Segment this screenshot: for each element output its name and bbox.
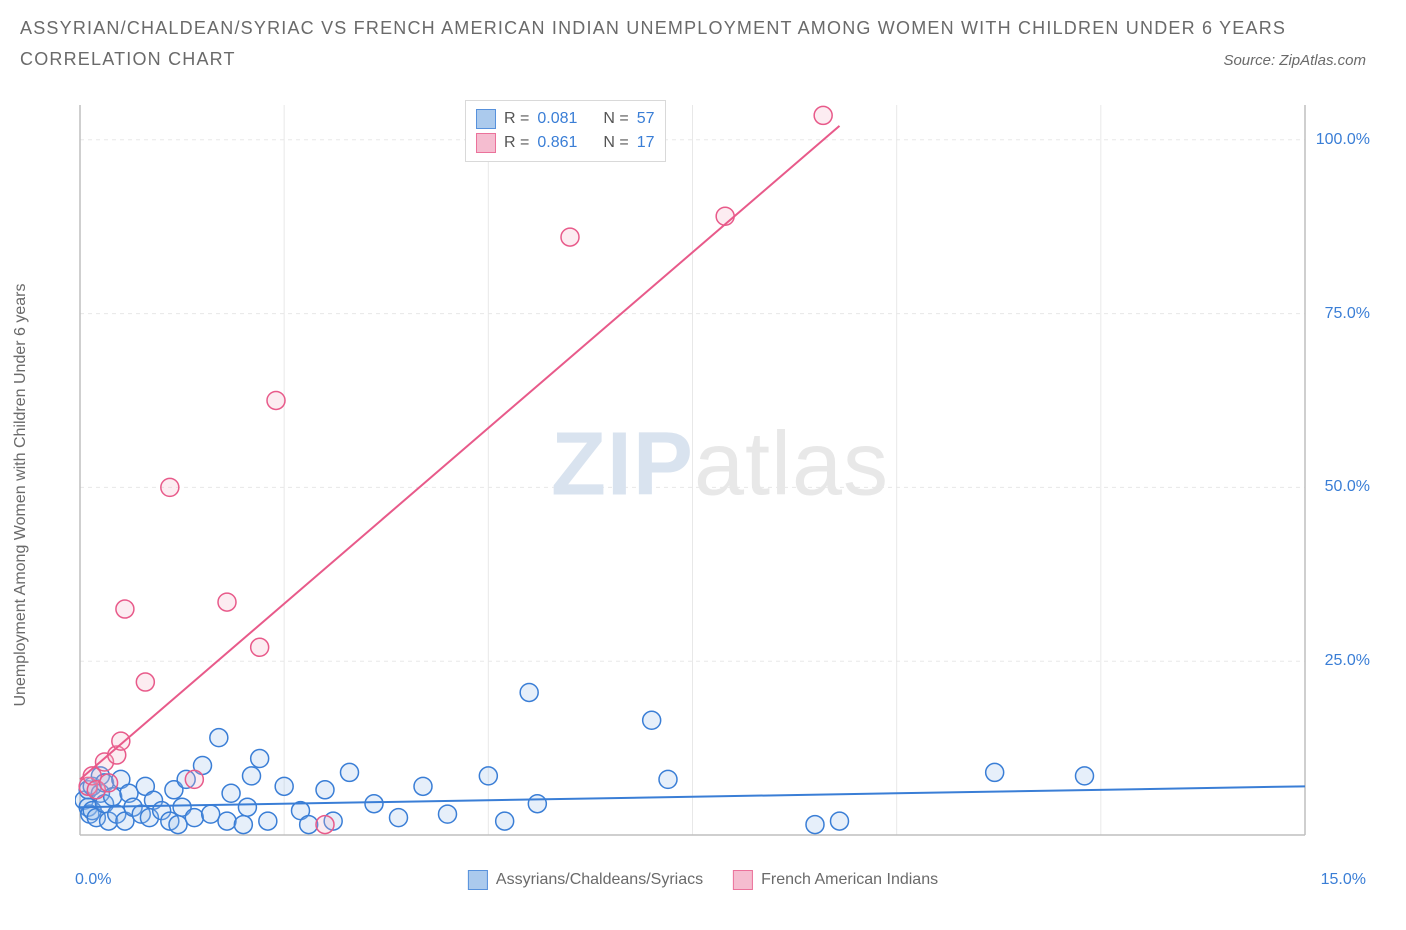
x-axis-max: 15.0%: [1321, 871, 1366, 889]
swatch-bottom-series2: [733, 870, 753, 890]
legend-row-series1: R = 0.081 N = 57: [476, 107, 655, 131]
swatch-series1: [476, 109, 496, 129]
r-val-2: 0.861: [537, 134, 577, 152]
series1-name: Assyrians/Chaldeans/Syriacs: [496, 871, 703, 889]
y-axis-label: Unemployment Among Women with Children U…: [12, 283, 30, 706]
swatch-bottom-series1: [468, 870, 488, 890]
legend-item-series1: Assyrians/Chaldeans/Syriacs: [468, 870, 703, 890]
swatch-series2: [476, 133, 496, 153]
n-val-1: 57: [637, 110, 655, 128]
r-label-1: R =: [504, 110, 529, 128]
y-tick-label: 100.0%: [1316, 131, 1370, 149]
x-axis-min: 0.0%: [75, 871, 111, 889]
n-val-2: 17: [637, 134, 655, 152]
scatter-svg: [75, 95, 1365, 865]
correlation-legend: R = 0.081 N = 57 R = 0.861 N = 17: [465, 100, 666, 162]
chart-container: Unemployment Among Women with Children U…: [20, 95, 1386, 895]
plot-area: ZIPatlas R = 0.081 N = 57 R = 0.861 N = …: [75, 95, 1365, 865]
source-label: Source: ZipAtlas.com: [1223, 52, 1366, 69]
chart-title-line1: ASSYRIAN/CHALDEAN/SYRIAC VS FRENCH AMERI…: [20, 18, 1386, 39]
y-tick-label: 25.0%: [1325, 652, 1370, 670]
n-label-2: N =: [603, 134, 628, 152]
r-val-1: 0.081: [537, 110, 577, 128]
chart-title-line2: CORRELATION CHART: [20, 49, 236, 70]
legend-row-series2: R = 0.861 N = 17: [476, 131, 655, 155]
series2-name: French American Indians: [761, 871, 938, 889]
bottom-legend: 0.0% Assyrians/Chaldeans/Syriacs French …: [20, 865, 1386, 895]
y-tick-label: 50.0%: [1325, 478, 1370, 496]
y-tick-label: 75.0%: [1325, 305, 1370, 323]
legend-item-series2: French American Indians: [733, 870, 938, 890]
r-label-2: R =: [504, 134, 529, 152]
n-label-1: N =: [603, 110, 628, 128]
